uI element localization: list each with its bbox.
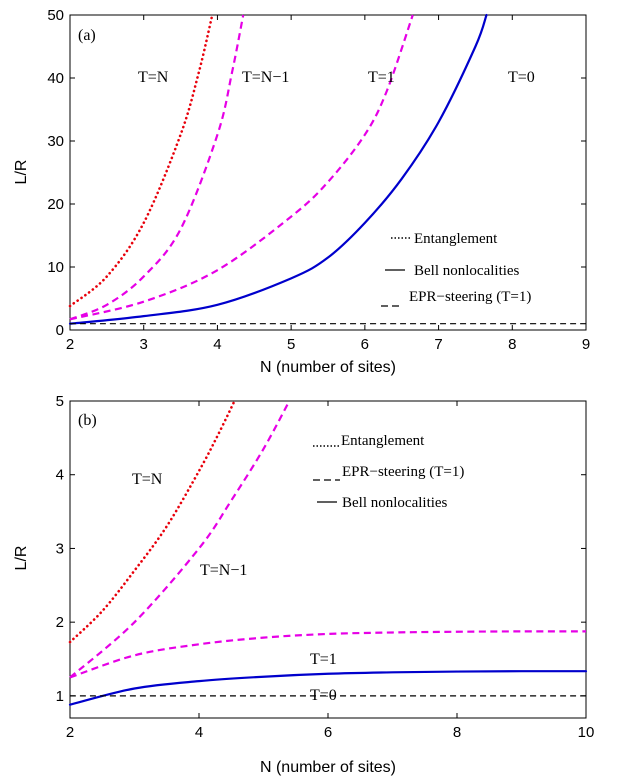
xtick-label-a-5: 7 [434, 336, 442, 353]
plot-frame-a [69, 14, 587, 331]
series-line-b-2 [69, 630, 587, 679]
xtick-label-b-3: 8 [453, 724, 461, 741]
series-label-b-tn: T=N [132, 471, 163, 488]
ytick-label-b-3: 4 [56, 467, 64, 484]
xtick-label-b-4: 10 [578, 724, 595, 741]
ytick-label-b-2: 3 [56, 540, 64, 557]
legend-b-entanglement: Entanglement [341, 433, 425, 449]
series-line-b-0 [68, 399, 236, 644]
xtick-label-a-6: 8 [508, 336, 516, 353]
xtick-label-a-0: 2 [66, 336, 74, 353]
series-label-b-t0: T=0 [310, 687, 337, 704]
ytick-label-a-3: 30 [47, 133, 64, 150]
series-label-a-tn1: T=N−1 [242, 69, 289, 86]
ylabel-b: L/R [13, 546, 30, 571]
xtick-label-b-2: 6 [324, 724, 332, 741]
series-line-a-1 [69, 14, 245, 321]
ytick-label-a-1: 10 [47, 259, 64, 276]
panel-label-a: (a) [78, 27, 96, 44]
xtick-label-a-7: 9 [582, 336, 590, 353]
xlabel-a: N (number of sites) [260, 359, 396, 376]
series-label-a-t1: T=1 [368, 69, 395, 86]
series-line-b-1 [69, 400, 291, 679]
panel-label-b: (b) [78, 412, 97, 429]
xtick-label-a-4: 6 [361, 336, 369, 353]
series-label-b-tn1: T=N−1 [200, 562, 247, 579]
ytick-label-a-5: 50 [47, 7, 64, 24]
ytick-label-a-4: 40 [47, 70, 64, 87]
legend-a-epr: EPR−steering (T=1) [409, 289, 531, 305]
ytick-label-b-4: 5 [56, 393, 64, 410]
panel-a: 2 3 4 5 6 7 8 9 0 10 20 30 40 50 (a) T=N T=N−1 T=1 T=… [13, 7, 590, 376]
legend-b-bell: Bell nonlocalities [342, 495, 448, 511]
ytick-label-a-0: 0 [56, 322, 64, 339]
series-line-a-3 [68, 13, 488, 325]
legend-b-epr: EPR−steering (T=1) [342, 464, 464, 480]
series-line-a-0 [68, 13, 214, 308]
legend-a-bell: Bell nonlocalities [414, 263, 520, 279]
xtick-label-a-3: 5 [287, 336, 295, 353]
legend-b: Entanglement EPR−steering (T=1) Bell non… [313, 433, 464, 511]
ytick-label-a-2: 20 [47, 196, 64, 213]
xtick-label-b-1: 4 [195, 724, 203, 741]
ytick-label-b-1: 2 [56, 614, 64, 631]
series-label-b-t1: T=1 [310, 651, 337, 668]
series-line-b-3 [68, 670, 588, 706]
ylabel-a: L/R [13, 160, 30, 185]
xtick-label-a-1: 3 [140, 336, 148, 353]
legend-a-entanglement: Entanglement [414, 231, 498, 247]
legend-a: Entanglement Bell nonlocalities EPR−stee… [381, 231, 531, 307]
ytick-label-b-0: 1 [56, 688, 64, 705]
series-label-a-t0: T=0 [508, 69, 535, 86]
series-label-a-tn: T=N [138, 69, 169, 86]
series-line-a-2 [69, 14, 414, 321]
xtick-label-b-0: 2 [66, 724, 74, 741]
xlabel-b: N (number of sites) [260, 759, 396, 776]
xtick-label-a-2: 4 [213, 336, 221, 353]
